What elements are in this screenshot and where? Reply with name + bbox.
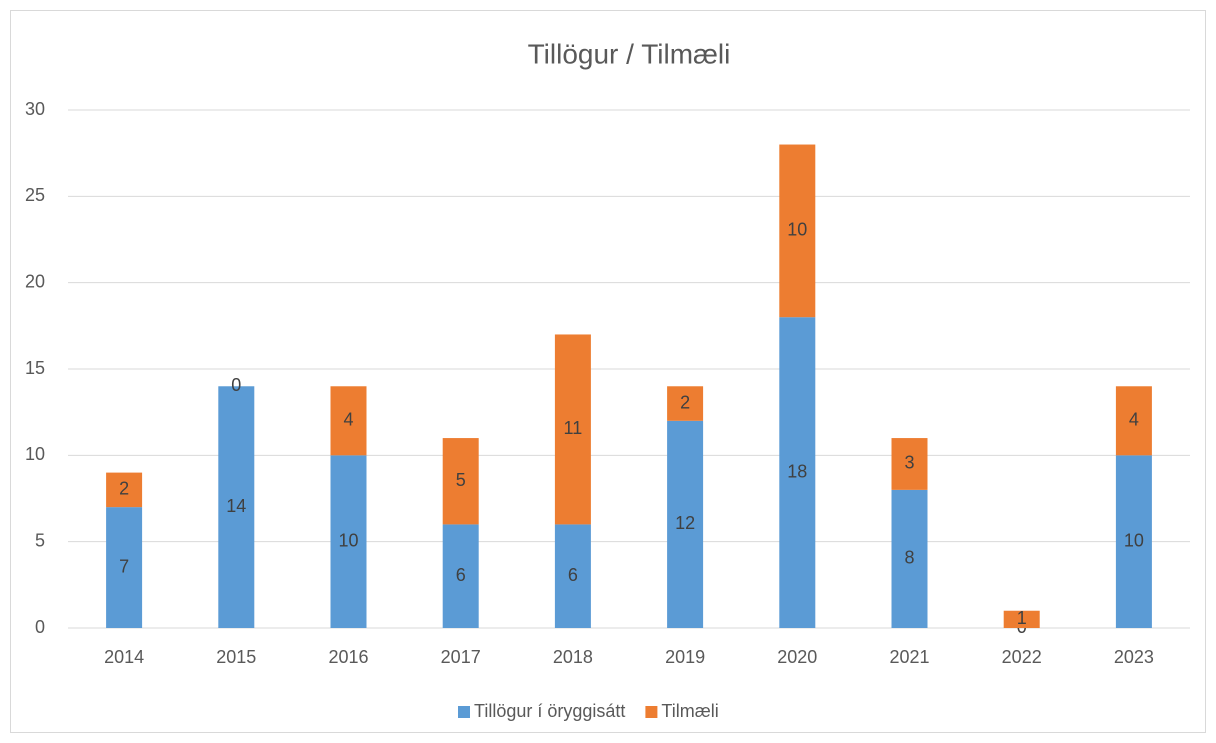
data-label: 18 <box>787 461 807 481</box>
bar-segment <box>554 334 591 525</box>
data-label: 6 <box>568 565 578 585</box>
bar-segment <box>442 524 479 628</box>
data-label: 10 <box>787 220 807 240</box>
legend-swatch <box>458 706 470 718</box>
x-tick-label: 2014 <box>104 647 144 667</box>
data-label: 10 <box>1124 530 1144 550</box>
data-label: 1 <box>1017 608 1027 628</box>
data-label: 12 <box>675 513 695 533</box>
x-tick-label: 2023 <box>1114 647 1154 667</box>
bar-segment <box>330 386 367 456</box>
bar-segment <box>218 386 255 628</box>
bar-segment <box>891 489 928 628</box>
data-label: 7 <box>119 556 129 576</box>
data-label: 14 <box>226 496 246 516</box>
bar-segment <box>891 438 928 490</box>
data-label: 4 <box>1129 410 1139 430</box>
y-tick-label: 25 <box>25 185 45 205</box>
bar-segment <box>1115 455 1152 628</box>
bar-segment <box>667 386 704 421</box>
data-label: 3 <box>904 453 914 473</box>
data-label: 5 <box>456 470 466 490</box>
y-tick-label: 0 <box>35 617 45 637</box>
data-label: 2 <box>680 392 690 412</box>
data-label: 4 <box>343 410 353 430</box>
bar-segment <box>330 455 367 628</box>
x-tick-label: 2016 <box>328 647 368 667</box>
bar-segment <box>1003 610 1040 628</box>
bar-segment <box>1115 386 1152 456</box>
legend-label: Tilmæli <box>661 701 718 721</box>
data-label: 11 <box>564 418 583 438</box>
data-label: 0 <box>231 375 241 395</box>
chart-title: Tillögur / Tilmæli <box>528 38 731 69</box>
y-tick-label: 20 <box>25 271 45 291</box>
bar-segment <box>106 507 143 628</box>
y-tick-label: 5 <box>35 530 45 550</box>
y-tick-label: 30 <box>25 99 45 119</box>
x-tick-label: 2021 <box>889 647 929 667</box>
x-tick-label: 2022 <box>1002 647 1042 667</box>
x-tick-label: 2017 <box>441 647 481 667</box>
x-tick-label: 2020 <box>777 647 817 667</box>
data-label: 10 <box>338 530 358 550</box>
y-tick-label: 15 <box>25 358 45 378</box>
legend-swatch <box>645 706 658 718</box>
x-tick-label: 2019 <box>665 647 705 667</box>
x-tick-label: 2018 <box>553 647 593 667</box>
data-label: 8 <box>904 548 914 568</box>
data-label: 2 <box>119 479 129 499</box>
bar-segment <box>554 524 591 628</box>
bar-segment <box>779 144 816 318</box>
data-label: 6 <box>456 565 466 585</box>
bar-segment <box>779 317 816 628</box>
legend-label: Tillögur í öryggisátt <box>474 701 625 721</box>
x-tick-label: 2015 <box>216 647 256 667</box>
bar-segment <box>442 438 479 525</box>
bar-segment <box>106 472 143 508</box>
y-tick-label: 10 <box>25 444 45 464</box>
bar-segment <box>667 420 704 628</box>
